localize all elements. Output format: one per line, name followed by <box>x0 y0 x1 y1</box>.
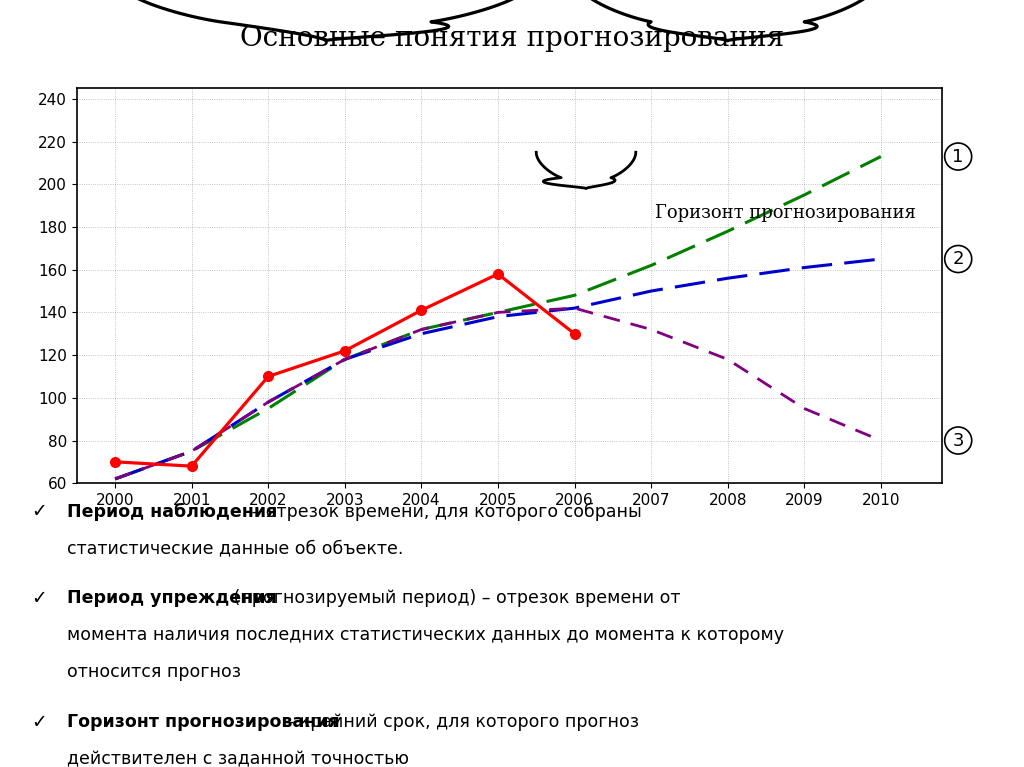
Text: 1: 1 <box>952 147 964 166</box>
Text: 2: 2 <box>952 250 964 268</box>
Text: относится прогноз: относится прогноз <box>67 663 241 680</box>
Text: ✓: ✓ <box>31 589 46 608</box>
Text: Горизонт прогнозирования: Горизонт прогнозирования <box>655 204 916 222</box>
Text: статистические данные об объекте.: статистические данные об объекте. <box>67 539 402 557</box>
Text: – крайний срок, для которого прогноз: – крайний срок, для которого прогноз <box>280 713 639 731</box>
Text: Период упреждения: Период упреждения <box>67 589 276 607</box>
Text: (прогнозируемый период) – отрезок времени от: (прогнозируемый период) – отрезок времен… <box>228 589 681 607</box>
Text: момента наличия последних статистических данных до момента к которому: момента наличия последних статистических… <box>67 626 783 644</box>
Text: ✓: ✓ <box>31 502 46 522</box>
Text: Основные понятия прогнозирования: Основные понятия прогнозирования <box>240 25 784 51</box>
Text: Горизонт прогнозирования: Горизонт прогнозирования <box>67 713 339 731</box>
Text: Период наблюдения: Период наблюдения <box>67 502 276 521</box>
Text: ✓: ✓ <box>31 713 46 732</box>
Text: действителен с заданной точностью: действителен с заданной точностью <box>67 750 409 767</box>
Text: – отрезок времени, для которого собраны: – отрезок времени, для которого собраны <box>246 502 641 521</box>
Text: 3: 3 <box>952 432 964 449</box>
